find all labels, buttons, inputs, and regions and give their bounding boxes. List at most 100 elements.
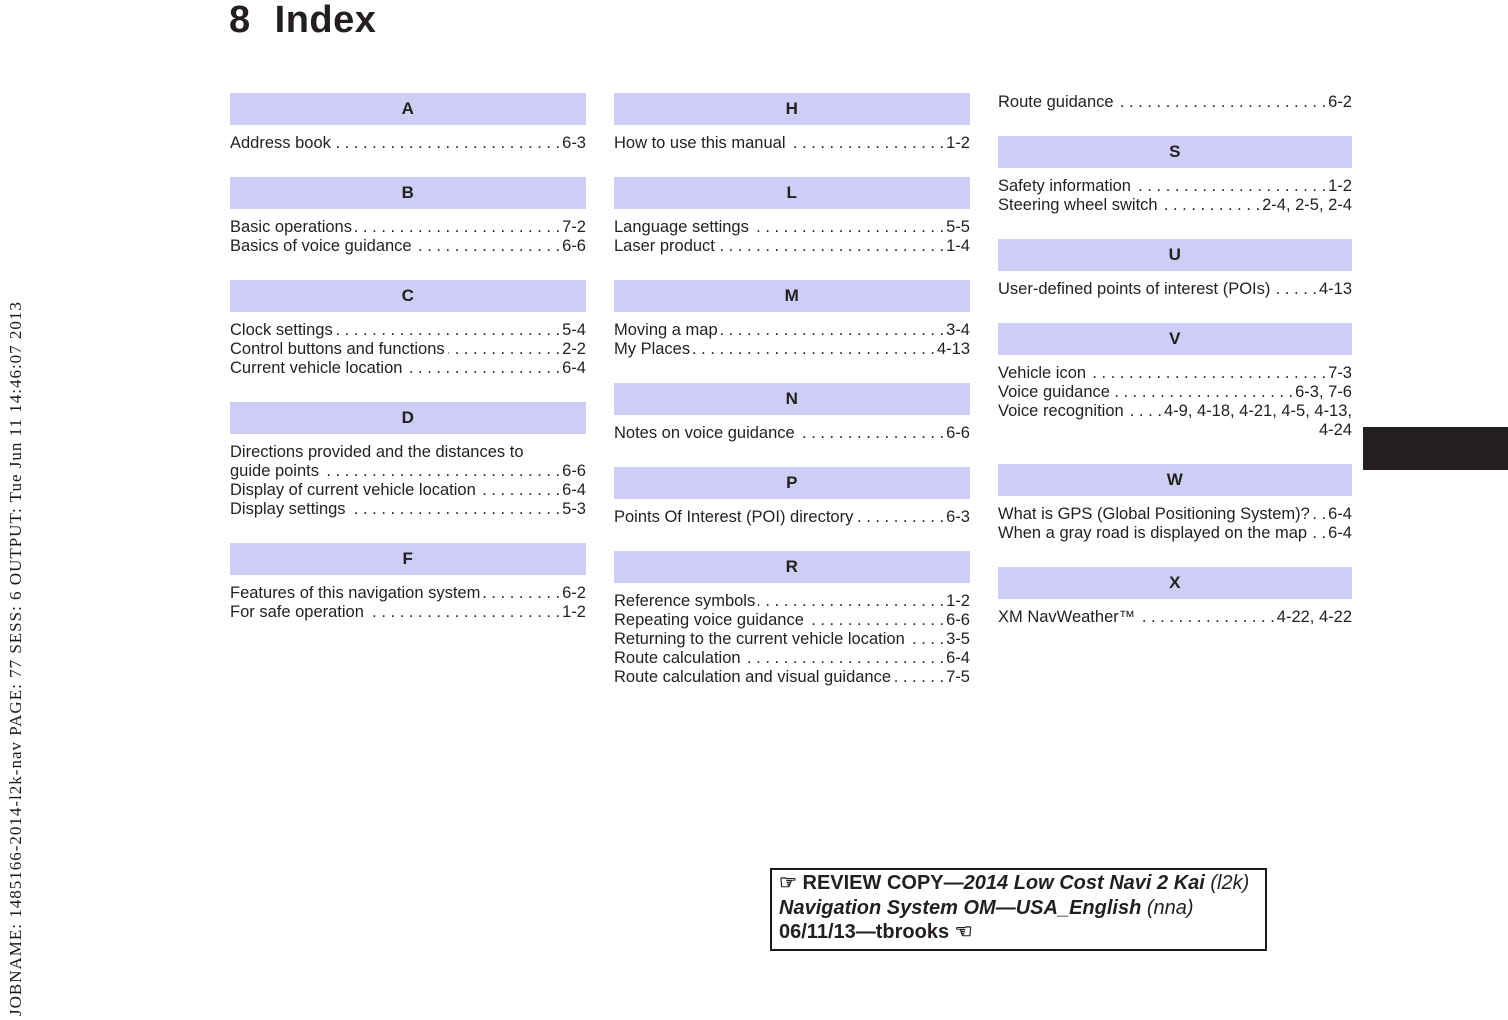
index-entry: Route calculation 6-4: [614, 649, 970, 668]
index-entry: Moving a map 3-4: [614, 321, 970, 340]
entry-label: Voice guidance: [998, 383, 1110, 401]
dot-leader: [1113, 383, 1293, 402]
entry-page-number: 6-6: [562, 462, 586, 480]
entry-label: Safety information: [998, 177, 1131, 195]
dot-leader: [448, 340, 561, 359]
entry-label: Language settings: [614, 218, 749, 236]
entry-label: XM NavWeather™: [998, 608, 1136, 626]
dot-leader: [1310, 524, 1326, 543]
entry-label: Voice recognition: [998, 402, 1124, 420]
dot-leader: [798, 424, 944, 443]
entry-page-number: 1-2: [946, 134, 970, 152]
dot-leader: [693, 340, 935, 359]
entry-page-number: 2-4, 2-5, 2-4: [1262, 196, 1352, 214]
index-entry: Clock settings 5-4: [230, 321, 586, 340]
entry-label: User-defined points of interest (POIs): [998, 280, 1271, 298]
entry-page-number: 3-5: [946, 630, 970, 648]
dot-leader: [894, 668, 944, 687]
section-header-M: M: [614, 280, 970, 312]
index-entry: guide points 6-6: [230, 462, 586, 481]
entry-label: Display of current vehicle location: [230, 481, 476, 499]
entry-label: Route calculation: [614, 649, 741, 667]
index-entry: Basic operations 7-2: [230, 218, 586, 237]
index-entry: Display settings 5-3: [230, 500, 586, 519]
index-entry: Returning to the current vehicle locatio…: [614, 630, 970, 649]
index-section-D: D Directions provided and the distances t…: [230, 402, 586, 519]
dot-leader: [789, 134, 945, 153]
index-entry: Features of this navigation system 6-2: [230, 584, 586, 603]
index-section-H: H How to use this manual 1-2: [614, 93, 970, 153]
entry-page-number: 7-2: [562, 218, 586, 236]
review-copy-line: ☞ REVIEW COPY—2014 Low Cost Navi 2 Kai (…: [779, 871, 1260, 896]
index-entry: Language settings 5-5: [614, 218, 970, 237]
section-header-C: C: [230, 280, 586, 312]
entry-page-number: 6-4: [562, 359, 586, 377]
review-copy-text: REVIEW COPY—: [802, 872, 964, 894]
index-entry: XM NavWeather™ 4-22, 4-22: [998, 608, 1352, 627]
section-header-N: N: [614, 383, 970, 415]
dot-leader: [1313, 505, 1326, 524]
index-entry: Basics of voice guidance 6-6: [230, 237, 586, 256]
pointing-hand-left-icon: ☜: [954, 921, 973, 943]
entry-label: My Places: [614, 340, 691, 358]
entry-page-number: 7-5: [946, 668, 970, 686]
review-copy-text: (l2k): [1204, 872, 1250, 894]
dot-leader: [1134, 177, 1326, 196]
index-entry: How to use this manual 1-2: [614, 134, 970, 153]
dot-leader: [415, 237, 561, 256]
section-header-S: S: [998, 136, 1352, 168]
section-header-D: D: [230, 402, 586, 434]
index-entry: Directions provided and the distances to: [230, 443, 586, 462]
entry-label: Clock settings: [230, 321, 333, 339]
index-column-2: H How to use this manual 1-2 L Language sett…: [614, 93, 970, 711]
entry-page-number: 2-2: [562, 340, 586, 358]
dot-leader: [1138, 608, 1275, 627]
entry-label: Laser product: [614, 237, 715, 255]
section-header-A: A: [230, 93, 586, 125]
entry-page-number: 1-2: [946, 592, 970, 610]
dot-leader: [322, 462, 560, 481]
review-copy-line: 06/11/13—tbrooks ☜: [779, 920, 1260, 945]
entry-page-number: 5-5: [946, 218, 970, 236]
dot-leader: [1161, 196, 1261, 215]
entry-label: Moving a map: [614, 321, 718, 339]
entry-label: Features of this navigation system: [230, 584, 481, 602]
entry-page-number: 4-24: [1318, 421, 1352, 439]
review-copy-line: Navigation System OM—USA_English (nna): [779, 896, 1260, 921]
entry-page-number: 6-3, 7-6: [1295, 383, 1352, 401]
dot-leader: [367, 603, 560, 622]
review-copy-box: ☞ REVIEW COPY—2014 Low Cost Navi 2 Kai (…: [770, 868, 1267, 951]
index-entry: My Places 4-13: [614, 340, 970, 359]
dot-leader: [479, 481, 560, 500]
review-copy-text: (nna): [1141, 896, 1194, 919]
section-header-P: P: [614, 467, 970, 499]
dot-leader: [1089, 364, 1326, 383]
entry-page-number: 3-4: [946, 321, 970, 339]
entry-page-number: 5-4: [562, 321, 586, 339]
index-entry: Repeating voice guidance 6-6: [614, 611, 970, 630]
index-section-N: N Notes on voice guidance 6-6: [614, 383, 970, 443]
entry-label: Route calculation and visual guidance: [614, 668, 892, 686]
index-section-M: M Moving a map 3-4 My Places 4-13: [614, 280, 970, 359]
index-entry: Current vehicle location 6-4: [230, 359, 586, 378]
section-header-X: X: [998, 567, 1352, 599]
entry-label: How to use this manual: [614, 134, 786, 152]
section-header-R: R: [614, 551, 970, 583]
dot-leader: [1117, 93, 1327, 112]
index-entry: Steering wheel switch 2-4, 2-5, 2-4: [998, 196, 1352, 215]
entry-label: Repeating voice guidance: [614, 611, 804, 629]
index-entry: User-defined points of interest (POIs) 4-…: [998, 280, 1352, 299]
index-entry: Laser product 1-4: [614, 237, 970, 256]
index-entry: Route guidance 6-2: [998, 93, 1352, 112]
chapter-thumb-tab: [1363, 427, 1508, 470]
entry-page-number: 4-13: [936, 340, 970, 358]
index-entry: Display of current vehicle location 6-4: [230, 481, 586, 500]
index-entry: 4-24: [998, 421, 1352, 440]
entry-label: What is GPS (Global Positioning System)?: [998, 505, 1310, 523]
index-section-A: A Address book 6-3: [230, 93, 586, 153]
entry-label: Steering wheel switch: [998, 196, 1158, 214]
index-entry: Address book 6-3: [230, 134, 586, 153]
dot-leader: [721, 321, 945, 340]
